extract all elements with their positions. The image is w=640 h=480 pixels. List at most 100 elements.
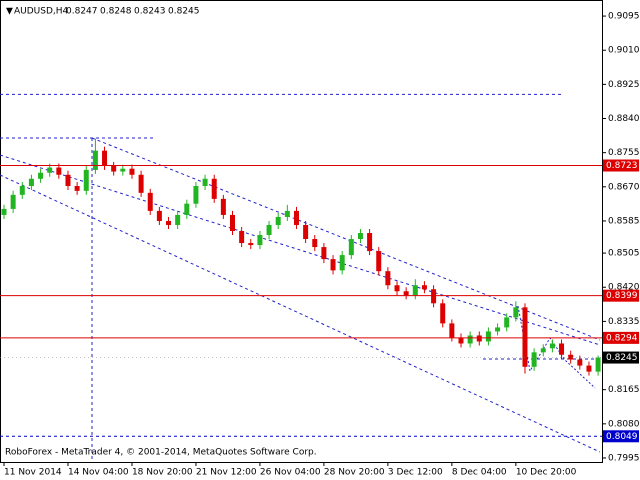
- candle-body: [293, 210, 299, 225]
- candle-body: [230, 214, 235, 231]
- candle-body: [92, 150, 98, 170]
- candle-body: [102, 150, 108, 166]
- candle-body: [175, 214, 181, 225]
- candle-body: [559, 343, 565, 355]
- candle-body: [586, 365, 592, 372]
- channel-line: [91, 137, 601, 341]
- candle-body: [467, 335, 473, 344]
- footer: RoboForex - MetaTrader 4, © 2001-2014, M…: [5, 448, 317, 458]
- level-label: 0.8723: [606, 161, 638, 171]
- y-tick-label: 0.8080: [608, 419, 640, 429]
- candle-body: [476, 335, 482, 342]
- y-tick-label: 0.8840: [608, 114, 640, 124]
- candle-body: [248, 243, 254, 246]
- candle-body: [74, 186, 80, 191]
- x-tick-label: 14 Nov 04:00: [68, 468, 129, 478]
- candle-body: [595, 357, 601, 372]
- candle-body: [540, 348, 546, 353]
- candle-body: [330, 259, 336, 271]
- y-tick-label: 0.8585: [608, 216, 640, 226]
- y-tick-label: 0.8505: [608, 249, 640, 259]
- candle-body: [120, 168, 126, 172]
- candle-body: [239, 231, 245, 244]
- candle-body: [394, 285, 400, 292]
- candle-body: [10, 194, 16, 209]
- candle-body: [321, 247, 327, 260]
- candle-body: [312, 239, 318, 248]
- candle-body: [357, 233, 363, 240]
- chart-title: AUDUSD,H4: [14, 7, 69, 17]
- y-tick-label: 0.8670: [608, 182, 640, 192]
- candle-body: [211, 178, 217, 199]
- y-tick-label: 0.8165: [608, 385, 640, 395]
- candle-body: [193, 186, 199, 204]
- candle-body: [147, 192, 153, 211]
- candle-body: [385, 271, 391, 286]
- candle-body: [257, 235, 263, 246]
- level-label-box: [603, 159, 639, 172]
- candle-body: [485, 331, 491, 342]
- candle-body: [348, 239, 354, 256]
- candle-body: [111, 165, 117, 172]
- candle-body: [339, 255, 345, 271]
- candle-body: [1, 208, 7, 215]
- y-tick-label: 0.8335: [608, 317, 640, 327]
- level-label-box: [603, 430, 639, 443]
- candle-body: [138, 174, 144, 193]
- y-tick-label: 0.9010: [608, 46, 640, 56]
- last-price-box: [603, 351, 639, 364]
- level-label-box: [603, 289, 639, 302]
- candle-body: [367, 233, 373, 252]
- x-tick-label: 28 Nov 20:00: [324, 468, 385, 478]
- candle-body: [431, 289, 437, 304]
- x-tick-label: 10 Dec 20:00: [516, 468, 577, 478]
- candle-body: [458, 337, 464, 344]
- candle-body: [403, 291, 409, 296]
- x-tick-label: 3 Dec 12:00: [388, 468, 443, 478]
- candle-body: [184, 203, 190, 215]
- candle-body: [266, 224, 272, 236]
- candle-body: [284, 210, 290, 217]
- candle-body: [303, 224, 309, 240]
- candle-body: [495, 327, 501, 332]
- level-label: 0.8049: [606, 432, 638, 442]
- candle-body: [156, 210, 162, 221]
- candle-body: [83, 169, 89, 191]
- y-tick-label: 0.9095: [608, 12, 640, 22]
- y-tick-label: 0.7995: [608, 453, 640, 463]
- candle-body: [577, 359, 583, 366]
- candle-body: [531, 352, 537, 367]
- y-tick-label: 0.8420: [608, 283, 640, 293]
- candle-body: [28, 178, 34, 187]
- candle-body: [412, 285, 418, 296]
- header-value: 0.8243: [134, 7, 166, 17]
- channel-line: [0, 154, 601, 346]
- candle-body: [376, 251, 382, 272]
- candle-body: [522, 307, 528, 367]
- candle-body: [38, 172, 44, 179]
- header-value: 0.8248: [100, 7, 132, 17]
- candle-body: [549, 343, 555, 349]
- candle-body: [275, 216, 281, 225]
- candle-body: [47, 167, 53, 173]
- x-tick-label: 8 Dec 04:00: [452, 468, 507, 478]
- level-label-box: [603, 331, 639, 344]
- y-tick-label: 0.8925: [608, 80, 640, 90]
- candle-body: [440, 303, 446, 324]
- last-price-label: 0.8245: [606, 353, 638, 363]
- candle-body: [65, 174, 71, 187]
- candle-body: [513, 307, 519, 318]
- dropdown-icon: ▼: [6, 7, 13, 17]
- candle-body: [202, 178, 208, 187]
- y-tick-label: 0.8755: [608, 148, 640, 158]
- header-value: 0.8247: [66, 7, 98, 17]
- candle-body: [449, 323, 455, 338]
- candle-body: [220, 198, 226, 215]
- plot-frame: [0, 0, 603, 463]
- candle-body: [421, 285, 427, 290]
- x-tick-label: 18 Nov 20:00: [132, 468, 193, 478]
- candle-body: [568, 354, 574, 360]
- candle-body: [56, 167, 62, 175]
